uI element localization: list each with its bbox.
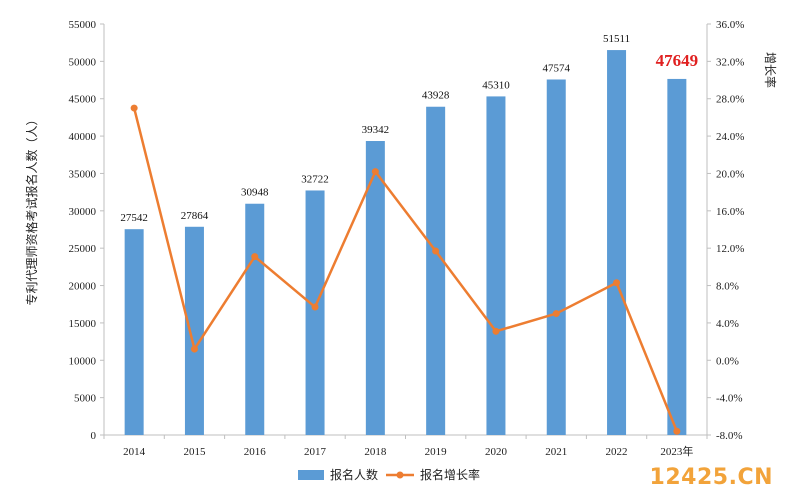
left-tick-label: 50000 [69,56,97,68]
legend-bar-swatch [298,470,324,480]
bar-value-label: 45310 [482,79,510,91]
left-tick-label: 45000 [69,94,97,106]
left-tick-label: 25000 [69,243,97,255]
line-point [613,279,621,287]
axes: 0 5000 10000 15000 20000 25000 30000 35000 40000… [69,19,745,458]
bar-value-label: 27864 [181,210,209,222]
bar [607,50,627,435]
x-tick-label: 2020 [485,446,508,458]
bar [365,141,385,435]
line-point [552,310,560,318]
right-tick-label: 8.0% [716,281,739,293]
bar-value-label: 39342 [362,124,390,136]
right-tick-label: 4.0% [716,318,739,330]
right-tick-label: 28.0% [716,94,744,106]
axis-titles: 专利代理师资格考试报名人数（人） 增长率 [24,52,778,306]
bar [667,78,687,436]
right-tick-label: 36.0% [716,19,744,31]
bar [486,96,506,435]
left-tick-label: 10000 [69,355,97,367]
data-labels: 27542 27864 30948 32722 39342 43928 45310 47574… [120,33,698,224]
x-tick-label: 2023年 [660,444,693,458]
bar-value-label-highlight: 47649 [656,51,699,70]
x-tick-label: 2017 [304,446,327,458]
bar-value-label: 32722 [301,173,329,185]
x-tick-label: 2018 [364,446,387,458]
line-series [130,104,681,435]
bar [305,190,325,435]
x-tick-label: 2019 [425,446,448,458]
x-tick-label: 2014 [123,446,146,458]
right-tick-label: 24.0% [716,131,744,143]
right-tick-label: 32.0% [716,56,744,68]
bar [426,106,446,435]
right-axis-title: 增长率 [763,52,778,88]
line-point [311,303,319,311]
growth-line [132,107,679,432]
bar-value-label: 51511 [603,33,630,45]
bar-value-label: 27542 [120,212,148,224]
bar [124,229,144,435]
left-tick-label: 55000 [69,19,97,31]
right-tick-label: -8.0% [716,430,743,442]
bar-series [124,50,687,436]
right-tick-label: 12.0% [716,243,744,255]
line-point [251,253,259,261]
left-tick-label: 0 [91,430,97,442]
bar-value-label: 47574 [543,62,571,74]
bar-value-label: 30948 [241,187,269,199]
right-tick-label: 16.0% [716,206,744,218]
bar [245,203,265,435]
left-tick-label: 35000 [69,168,97,180]
x-tick-label: 2015 [183,446,206,458]
x-tick-label: 2021 [545,446,567,458]
legend: 报名人数 报名增长率 [298,467,480,482]
left-axis-title: 专利代理师资格考试报名人数（人） [24,113,39,305]
right-tick-label: 20.0% [716,168,744,180]
line-point [432,247,440,255]
legend-bar-label: 报名人数 [330,467,378,482]
bar [546,79,566,436]
right-tick-label: -4.0% [716,393,743,405]
line-point [190,345,198,353]
left-tick-label: 5000 [74,393,97,405]
x-tick-label: 2016 [244,446,267,458]
line-point [673,427,681,435]
bar-value-label: 43928 [422,90,450,102]
left-tick-label: 30000 [69,206,97,218]
left-tick-label: 20000 [69,281,97,293]
line-point [492,327,500,335]
right-tick-label: 0.0% [716,355,739,367]
bar [184,226,204,435]
legend-line-marker [396,471,404,479]
left-tick-label: 40000 [69,131,97,143]
watermark: 12425.CN [649,465,773,490]
x-tick-label: 2022 [606,446,628,458]
line-point [130,104,138,112]
left-tick-label: 15000 [69,318,97,330]
line-point [371,168,379,176]
legend-line-label: 报名增长率 [420,467,480,482]
